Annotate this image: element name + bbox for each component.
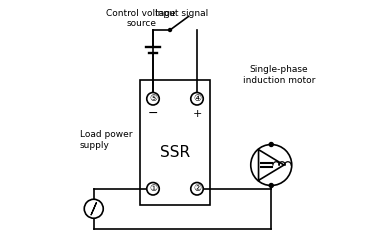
Circle shape [269,184,273,188]
Text: ②: ② [193,184,201,193]
Text: Load power
supply: Load power supply [80,130,133,150]
Circle shape [168,28,171,32]
Bar [140,80,210,205]
Text: ⑤: ⑤ [149,94,157,103]
Text: SSR: SSR [160,145,190,160]
Text: −: − [148,107,158,120]
Circle shape [191,92,203,105]
Circle shape [84,199,103,218]
Text: +: + [192,109,202,119]
Text: ④: ④ [193,94,201,103]
Text: Single-phase
induction motor: Single-phase induction motor [242,65,315,85]
Text: ①: ① [149,184,157,193]
Text: Control voltage
source: Control voltage source [106,9,176,28]
Circle shape [269,142,273,146]
Circle shape [147,92,159,105]
Circle shape [147,182,159,195]
Circle shape [251,144,292,186]
Text: Input signal: Input signal [155,9,208,18]
Circle shape [191,182,203,195]
